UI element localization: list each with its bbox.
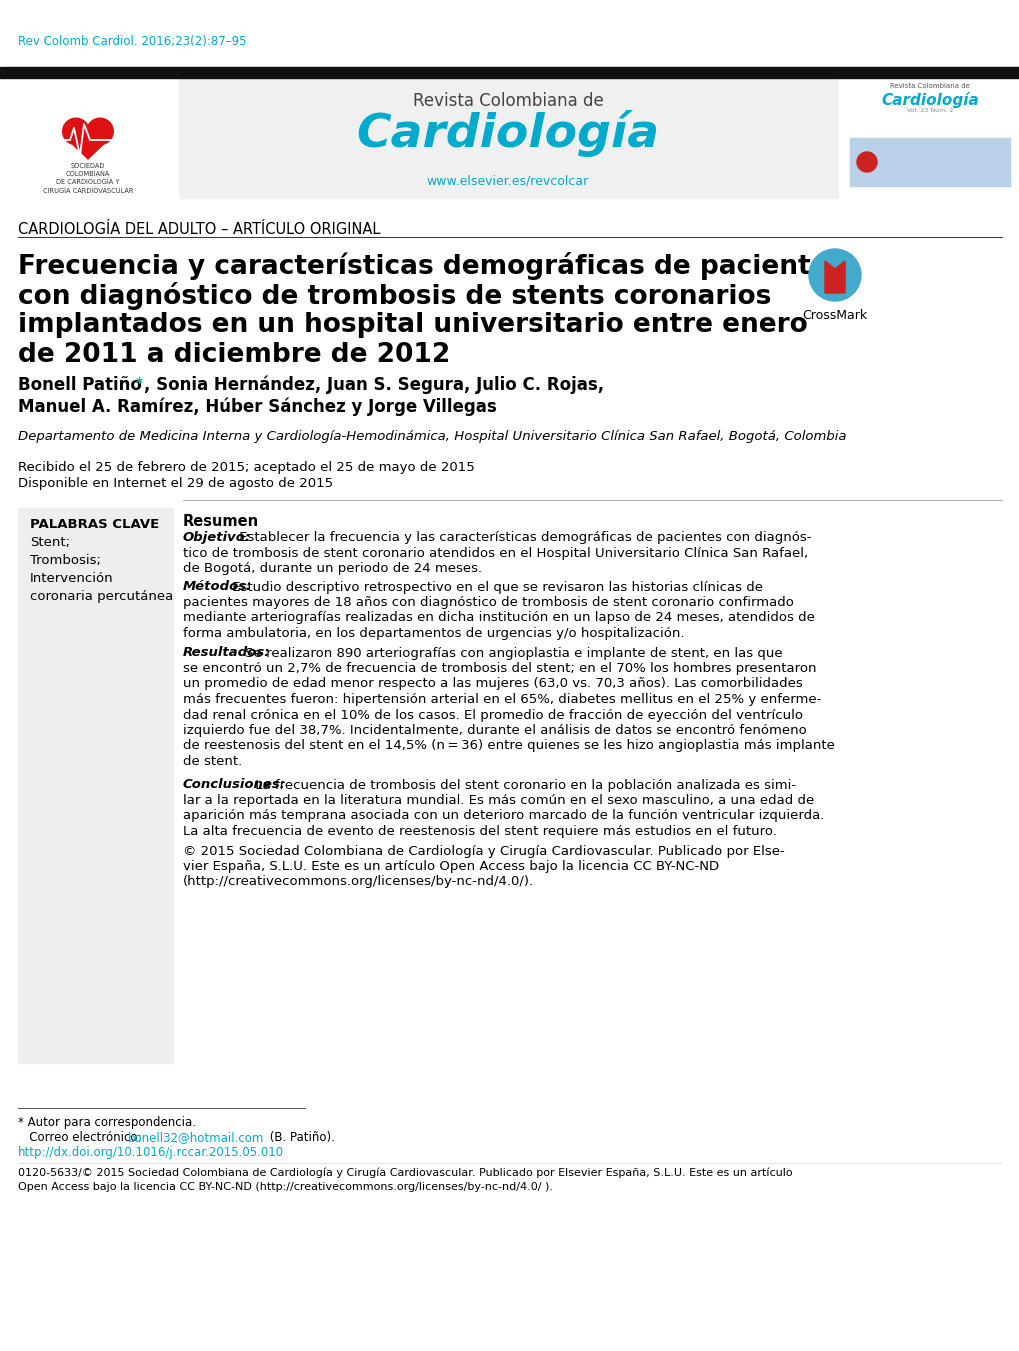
Text: (B. Patiño).: (B. Patiño).: [266, 1131, 334, 1144]
Text: tico de trombosis de stent coronario atendidos en el Hospital Universitario Clín: tico de trombosis de stent coronario ate…: [182, 547, 807, 559]
Text: CARDIOLOGÍA DEL ADULTO – ARTÍCULO ORIGINAL: CARDIOLOGÍA DEL ADULTO – ARTÍCULO ORIGIN…: [18, 222, 380, 236]
Circle shape: [808, 249, 860, 301]
Text: de stent.: de stent.: [182, 755, 243, 767]
Text: Bonell Patiño: Bonell Patiño: [18, 376, 142, 394]
Text: con diagnóstico de trombosis de stents coronarios: con diagnóstico de trombosis de stents c…: [18, 282, 770, 309]
Text: Cardiología: Cardiología: [880, 92, 978, 108]
Text: , Sonia Hernández, Juan S. Segura, Julio C. Rojas,: , Sonia Hernández, Juan S. Segura, Julio…: [144, 376, 603, 394]
Text: coronaria percutánea: coronaria percutánea: [30, 590, 173, 603]
Text: dad renal crónica en el 10% de los casos. El promedio de fracción de eyección de: dad renal crónica en el 10% de los casos…: [182, 708, 802, 721]
Text: Estudio descriptivo retrospectivo en el que se revisaron las historias clínicas : Estudio descriptivo retrospectivo en el …: [228, 581, 762, 593]
Text: Intervención: Intervención: [30, 571, 113, 585]
Text: www.elsevier.es/revcolcar: www.elsevier.es/revcolcar: [427, 176, 589, 188]
Text: Revista Colombiana de: Revista Colombiana de: [890, 82, 969, 89]
Text: Se realizaron 890 arteriografías con angioplastia e implante de stent, en las qu: Se realizaron 890 arteriografías con ang…: [240, 647, 782, 659]
Text: PALABRAS CLAVE: PALABRAS CLAVE: [30, 517, 159, 531]
Text: aparición más temprana asociada con un deterioro marcado de la función ventricul: aparición más temprana asociada con un d…: [182, 809, 823, 823]
Text: un promedio de edad menor respecto a las mujeres (63,0 vs. 70,3 años). Las comor: un promedio de edad menor respecto a las…: [182, 677, 802, 690]
Text: lar a la reportada en la literatura mundial. Es más común en el sexo masculino, : lar a la reportada en la literatura mund…: [182, 794, 813, 807]
Bar: [178, 78, 838, 199]
Text: Establecer la frecuencia y las características demográficas de pacientes con dia: Establecer la frecuencia y las caracterí…: [234, 531, 811, 544]
Text: SOCIEDAD
COLOMBIANA
DE CARDIOLOGÍA Y
CIRUGÍA CARDIOVASCULAR: SOCIEDAD COLOMBIANA DE CARDIOLOGÍA Y CIR…: [43, 163, 133, 193]
Text: Cardiología: Cardiología: [356, 109, 659, 157]
Circle shape: [87, 118, 113, 145]
Polygon shape: [824, 261, 844, 293]
Text: mediante arteriografías realizadas en dicha institución en un lapso de 24 meses,: mediante arteriografías realizadas en di…: [182, 612, 814, 624]
Bar: [844, 78, 1014, 199]
Text: *: *: [136, 376, 143, 390]
Text: La frecuencia de trombosis del stent coronario en la población analizada es simi: La frecuencia de trombosis del stent cor…: [251, 778, 796, 792]
Text: de Bogotá, durante un periodo de 24 meses.: de Bogotá, durante un periodo de 24 mese…: [182, 562, 482, 576]
Text: Métodos:: Métodos:: [182, 581, 252, 593]
Text: bonell32@hotmail.com: bonell32@hotmail.com: [127, 1131, 264, 1144]
Text: Objetivo:: Objetivo:: [182, 531, 251, 544]
Polygon shape: [65, 131, 111, 154]
Text: La alta frecuencia de evento de reestenosis del stent requiere más estudios en e: La alta frecuencia de evento de reesteno…: [182, 825, 776, 838]
Circle shape: [62, 118, 89, 145]
Bar: [10, 78, 178, 199]
Text: Rev Colomb Cardiol. 2016;23(2):87–95: Rev Colomb Cardiol. 2016;23(2):87–95: [18, 35, 247, 49]
Text: Resultados:: Resultados:: [182, 647, 270, 659]
Text: forma ambulatoria, en los departamentos de urgencias y/o hospitalización.: forma ambulatoria, en los departamentos …: [182, 627, 684, 640]
Bar: [849, 138, 1009, 186]
Text: 0120-5633/© 2015 Sociedad Colombiana de Cardiología y Cirugía Cardiovascular. Pu: 0120-5633/© 2015 Sociedad Colombiana de …: [18, 1169, 792, 1178]
Text: Recibido el 25 de febrero de 2015; aceptado el 25 de mayo de 2015: Recibido el 25 de febrero de 2015; acept…: [18, 461, 474, 474]
Text: Revista Colombiana de: Revista Colombiana de: [413, 92, 603, 109]
Text: Stent;: Stent;: [30, 536, 70, 549]
Text: más frecuentes fueron: hipertensión arterial en el 65%, diabetes mellitus en el : más frecuentes fueron: hipertensión arte…: [182, 693, 820, 707]
Text: Correo electrónico:: Correo electrónico:: [18, 1131, 145, 1144]
Text: pacientes mayores de 18 años con diagnóstico de trombosis de stent coronario con: pacientes mayores de 18 años con diagnós…: [182, 596, 793, 609]
Circle shape: [856, 153, 876, 172]
Text: (http://creativecommons.org/licenses/by-nc-nd/4.0/).: (http://creativecommons.org/licenses/by-…: [182, 875, 534, 889]
Text: Manuel A. Ramírez, Húber Sánchez y Jorge Villegas: Manuel A. Ramírez, Húber Sánchez y Jorge…: [18, 399, 496, 416]
Text: Trombosis;: Trombosis;: [30, 554, 101, 567]
Text: Conclusiones:: Conclusiones:: [182, 778, 285, 792]
Bar: [18, 508, 173, 1063]
Text: CrossMark: CrossMark: [802, 309, 867, 322]
Text: Disponible en Internet el 29 de agosto de 2015: Disponible en Internet el 29 de agosto d…: [18, 477, 333, 490]
Text: Resumen: Resumen: [182, 513, 259, 530]
Text: vier España, S.L.U. Este es un artículo Open Access bajo la licencia CC BY-NC-ND: vier España, S.L.U. Este es un artículo …: [182, 861, 718, 873]
Text: Open Access bajo la licencia CC BY-NC-ND (http://creativecommons.org/licenses/by: Open Access bajo la licencia CC BY-NC-ND…: [18, 1182, 552, 1192]
Text: * Autor para correspondencia.: * Autor para correspondencia.: [18, 1116, 196, 1129]
Text: Departamento de Medicina Interna y Cardiología-Hemodinámica, Hospital Universita: Departamento de Medicina Interna y Cardi…: [18, 430, 846, 443]
Text: de reestenosis del stent en el 14,5% (n = 36) entre quienes se les hizo angiopla: de reestenosis del stent en el 14,5% (n …: [182, 739, 835, 753]
Text: http://dx.doi.org/10.1016/j.rccar.2015.05.010: http://dx.doi.org/10.1016/j.rccar.2015.0…: [18, 1146, 284, 1159]
Text: Vol. 23 Núm. 2: Vol. 23 Núm. 2: [906, 108, 952, 113]
Text: implantados en un hospital universitario entre enero: implantados en un hospital universitario…: [18, 312, 807, 338]
Text: Frecuencia y características demográficas de pacientes: Frecuencia y características demográfica…: [18, 253, 844, 280]
Polygon shape: [65, 136, 111, 159]
Text: de 2011 a diciembre de 2012: de 2011 a diciembre de 2012: [18, 342, 449, 367]
Bar: [0, 68, 1019, 78]
Text: izquierdo fue del 38,7%. Incidentalmente, durante el análisis de datos se encont: izquierdo fue del 38,7%. Incidentalmente…: [182, 724, 806, 738]
Text: © 2015 Sociedad Colombiana de Cardiología y Cirugía Cardiovascular. Publicado po: © 2015 Sociedad Colombiana de Cardiologí…: [182, 844, 784, 858]
Text: se encontró un 2,7% de frecuencia de trombosis del stent; en el 70% los hombres : se encontró un 2,7% de frecuencia de tro…: [182, 662, 815, 676]
